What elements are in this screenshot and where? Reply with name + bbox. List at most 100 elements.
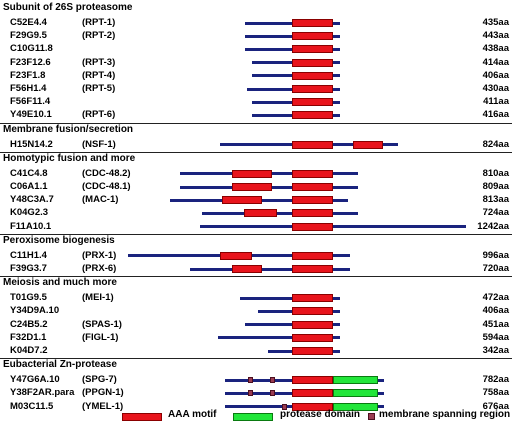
membrane-spanning-region <box>270 377 275 384</box>
protease-domain <box>333 376 378 385</box>
aaa-motif <box>292 58 333 67</box>
protein-length: 758aa <box>482 387 509 399</box>
aaa-motif <box>292 209 333 218</box>
legend-protease-label: protease domain <box>280 409 361 420</box>
gene-alias: (RPT-3) <box>82 56 116 68</box>
gene-alias: (CDC-48.2) <box>82 167 131 179</box>
aaa-motif <box>292 85 333 93</box>
gene-alias: (MEI-1) <box>82 292 114 304</box>
gene-name: Y47G6A.10 <box>10 374 60 386</box>
section-title: Eubacterial Zn-protease <box>3 359 117 371</box>
gene-name: C11H1.4 <box>10 249 47 261</box>
aaa-motif <box>292 251 333 260</box>
aaa-motif <box>292 265 333 273</box>
protein-length: 411aa <box>483 96 509 108</box>
aaa-motif <box>292 45 333 54</box>
protein-length: 438aa <box>482 43 509 55</box>
protein-length: 342aa <box>482 345 509 356</box>
gene-name: H15N14.2 <box>10 138 53 150</box>
gene-name: K04D7.2 <box>10 345 48 356</box>
aaa-motif <box>222 196 262 205</box>
gene-name: C06A1.1 <box>10 181 48 192</box>
gene-name: F56H1.4 <box>10 83 47 94</box>
gene-name: C52E4.4 <box>10 17 47 28</box>
protein-length: 416aa <box>482 109 509 121</box>
membrane-spanning-region <box>248 390 253 397</box>
gene-name: Y48C3A.7 <box>10 194 54 206</box>
protein-length: 996aa <box>482 249 509 261</box>
gene-name: K04G2.3 <box>10 207 49 219</box>
protein-backbone <box>202 211 358 215</box>
aaa-motif <box>292 71 333 80</box>
protein-length: 1242aa <box>477 220 509 232</box>
gene-name: F23F12.6 <box>10 56 51 68</box>
protein-length: 810aa <box>482 167 509 179</box>
protein-length: 430aa <box>482 83 509 94</box>
gene-alias: (PPGN-1) <box>82 387 124 399</box>
section-title: Membrane fusion/secretion <box>3 123 134 135</box>
aaa-motif <box>292 333 333 342</box>
section-title: Peroxisome biogenesis <box>3 234 115 246</box>
gene-name: Y49E10.1 <box>10 109 52 121</box>
gene-alias: (RPT-2) <box>82 30 116 42</box>
protein-length: 451aa <box>482 318 509 330</box>
protein-length: 594aa <box>482 331 509 343</box>
protein-length: 414aa <box>482 56 509 68</box>
protein-backbone <box>218 336 340 340</box>
gene-alias: (FIGL-1) <box>82 331 119 343</box>
legend-membrane-label: membrane spanning region <box>379 409 511 420</box>
aaa-motif <box>292 32 333 41</box>
section-title: Meiosis and much more <box>3 277 117 289</box>
gene-alias: (RPT-1) <box>82 17 116 28</box>
gene-name: F11A10.1 <box>10 220 52 232</box>
protein-length: 809aa <box>482 181 509 192</box>
protein-length: 435aa <box>482 17 509 28</box>
aaa-motif <box>232 265 262 273</box>
legend-aaa-label: AAA motif <box>168 409 217 420</box>
gene-alias: (PRX-1) <box>82 249 117 261</box>
protein-backbone <box>190 267 350 271</box>
section-divider <box>0 151 512 153</box>
protease-domain <box>333 402 378 411</box>
gene-alias: (PRX-6) <box>82 263 117 274</box>
gene-alias: (RPT-5) <box>82 83 116 94</box>
protease-domain <box>333 389 378 398</box>
protein-length: 472aa <box>482 292 509 304</box>
gene-name: T01G9.5 <box>10 292 47 304</box>
gene-name: F56F11.4 <box>10 96 51 108</box>
protein-backbone <box>240 296 340 300</box>
gene-alias: (NSF-1) <box>82 138 116 150</box>
gene-name: M03C11.5 <box>10 400 54 412</box>
aaa-motif <box>292 111 333 120</box>
section-title: Homotypic fusion and more <box>3 152 136 164</box>
gene-name: C10G11.8 <box>10 43 53 55</box>
legend-protease-swatch <box>233 413 273 421</box>
gene-name: Y34D9A.10 <box>10 305 60 317</box>
section-divider <box>0 358 512 360</box>
section-divider <box>0 233 512 235</box>
gene-alias: (MAC-1) <box>82 194 119 206</box>
aaa-motif <box>292 19 333 27</box>
legend-membrane-swatch <box>368 413 375 420</box>
protein-length: 443aa <box>482 30 509 42</box>
gene-name: F23F1.8 <box>10 69 46 81</box>
section-divider <box>0 122 512 124</box>
protein-length: 406aa <box>482 69 509 81</box>
gene-alias: (SPAS-1) <box>82 318 122 330</box>
protein-length: 406aa <box>482 305 509 317</box>
gene-name: F29G9.5 <box>10 30 47 42</box>
aaa-motif <box>292 307 333 316</box>
gene-alias: (RPT-6) <box>82 109 116 121</box>
aaa-motif <box>353 140 383 149</box>
protein-length: 724aa <box>482 207 509 219</box>
aaa-motif <box>292 140 333 149</box>
protein-length: 676aa <box>482 400 509 412</box>
aaa-motif <box>292 294 333 303</box>
gene-name: F39G3.7 <box>10 263 47 274</box>
gene-name: C41C4.8 <box>10 167 48 179</box>
aaa-motif <box>292 183 333 191</box>
aaa-motif <box>292 320 333 329</box>
gene-alias: (CDC-48.1) <box>82 181 131 192</box>
gene-alias: (RPT-4) <box>82 69 116 81</box>
